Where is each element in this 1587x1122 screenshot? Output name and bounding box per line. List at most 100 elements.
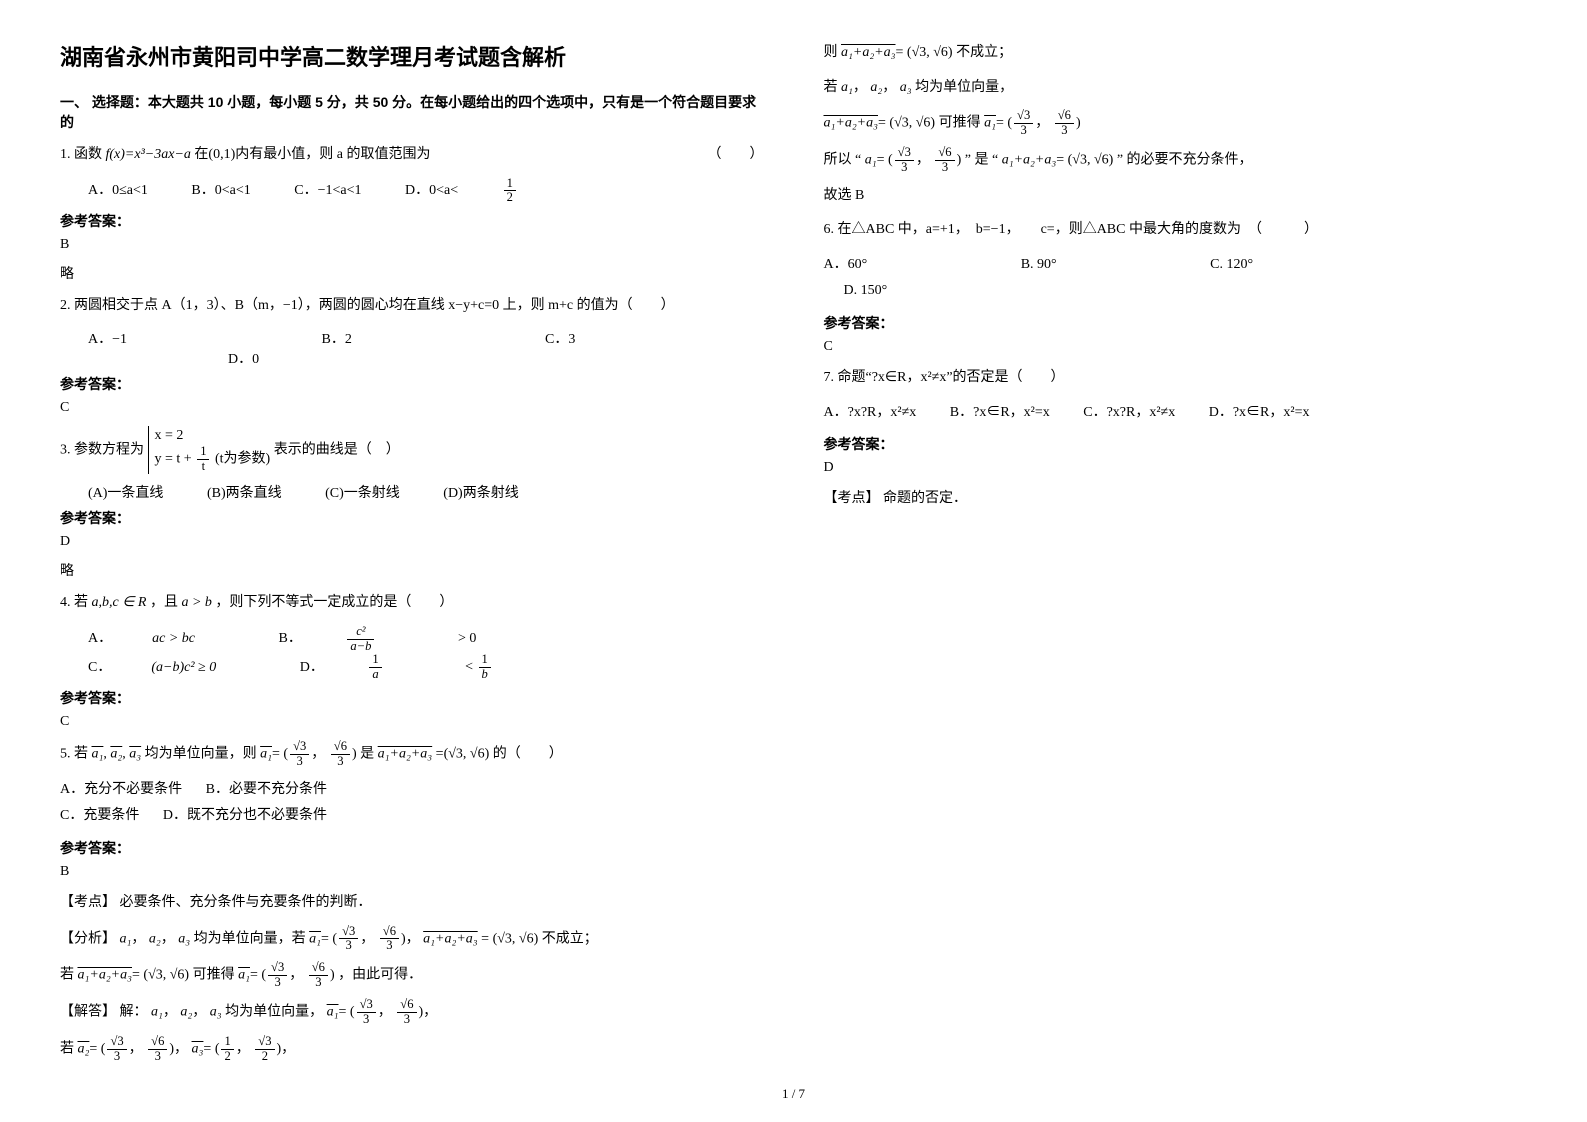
q5-stem-mid: 均为单位向量，则 <box>145 747 257 762</box>
jd-sum: a₁+a₂+a₃ <box>841 45 896 60</box>
q7-optC: C．?x?R，x²≠x <box>1083 405 1175 420</box>
q3-optC: (C)一条射线 <box>325 482 400 502</box>
fx-a2: a₂ <box>149 931 161 946</box>
fraction-icon: √33 <box>1014 109 1033 138</box>
q1-optD: D．0<a< 12 <box>405 177 596 206</box>
jd9: 所以 “ <box>824 152 862 167</box>
q1-answer: B <box>60 237 764 253</box>
fraction-icon: c²a−b <box>347 625 414 654</box>
q3-optB: (B)两条直线 <box>207 482 282 502</box>
jd3: 若 <box>60 1041 74 1056</box>
fraction-icon: √63 <box>331 740 350 769</box>
question-1: 1. 函数 f(x)=x³−3ax−a 在(0,1)内有最小值，则 a 的取值范… <box>60 142 764 169</box>
q1-optB: B．0<a<1 <box>191 179 250 199</box>
fx-label: 【分析】 <box>60 931 116 946</box>
q5-optA: A．充分不必要条件 <box>60 782 182 797</box>
q5-jieda-4: 若 a₁， a₂， a₃ 均为单位向量， <box>824 75 1528 102</box>
fraction-icon: 12 <box>504 177 556 206</box>
fraction-icon: 1b <box>479 653 531 682</box>
vector-sum: a₁+a₂+a₃ <box>378 747 433 762</box>
jd5-a1: a₁ <box>984 116 996 131</box>
q1-optC: C．−1<a<1 <box>294 179 361 199</box>
q3-case2-pre: y = t + <box>155 452 196 467</box>
q5-stem-pre: 5. 若 <box>60 747 88 762</box>
fraction-icon: √33 <box>290 740 309 769</box>
jd-veca3: a₃ <box>192 1041 204 1056</box>
jd4: 则 <box>824 45 838 60</box>
q5-answer-label: 参考答案： <box>60 838 764 858</box>
jd6: 若 <box>824 80 838 95</box>
jd-a2: a₂ <box>180 1005 192 1020</box>
jd9-a1: a₁ <box>865 152 877 167</box>
question-4: 4. 若 a,b,c ∈ R ，且 a > b ，则下列不等式一定成立的是（ ） <box>60 590 764 617</box>
q3-stem-post: 表示的曲线是（ ） <box>274 442 400 457</box>
q5-optD: D．既不充分也不必要条件 <box>163 808 327 823</box>
jd-pair: (√3, √6) <box>907 45 953 60</box>
q1-optA: A．0≤a<1 <box>88 179 148 199</box>
q4-optC: C．(a−b)c² ≥ 0 <box>88 656 256 676</box>
fraction-icon: 1t <box>197 445 209 474</box>
q4-stem2: ，且 <box>150 595 178 610</box>
jd5-pair: (√3, √6) <box>889 116 935 131</box>
q1-func: f(x)=x³−3ax−a <box>106 147 191 162</box>
fraction-icon: √63 <box>935 146 954 175</box>
q5-answer: B <box>60 864 764 880</box>
vec-sum2: a₁+a₂+a₃ <box>78 968 133 983</box>
q5-stem-is: 是 <box>360 747 374 762</box>
fraction-icon: √33 <box>107 1035 126 1064</box>
q1-paren: （ ） <box>708 142 764 169</box>
q4-answer-label: 参考答案： <box>60 688 764 708</box>
q1-stem2: 在(0,1)内有最小值，则 a 的取值范围为 <box>194 147 430 162</box>
q7-kp-label: 【考点】 <box>824 491 880 506</box>
q3-note: 略 <box>60 560 764 580</box>
q4-cond1: a,b,c ∈ R <box>92 595 147 610</box>
q4-stem3: ，则下列不等式一定成立的是（ ） <box>215 595 453 610</box>
fraction-icon: √63 <box>397 998 416 1027</box>
q7-kaodian: 【考点】 命题的否定． <box>824 486 1528 513</box>
q5-jieda-5: a₁+a₂+a₃= (√3, √6) 可推得 a₁= (√33， √63) <box>824 109 1528 138</box>
q6-optB: B. 90° <box>1021 257 1057 272</box>
q5-jieda-3: 则 a₁+a₂+a₃= (√3, √6) 不成立； <box>824 40 1528 67</box>
q5-fenxi: 【分析】 a₁， a₂， a₃ 均为单位向量，若 a₁= (√33， √63)，… <box>60 925 764 954</box>
jd10-sum: a₁+a₂+a₃ <box>1002 152 1057 167</box>
jd-a3: a₃ <box>210 1005 222 1020</box>
jd2: 均为单位向量， <box>225 1005 323 1020</box>
q3-optA: (A)一条直线 <box>88 482 163 502</box>
q3-stem-pre: 3. 参数方程为 <box>60 442 144 457</box>
q5-optC: C．充要条件 <box>60 808 139 823</box>
jd6-a1: a₁ <box>841 80 853 95</box>
page-title: 湖南省永州市黄阳司中学高二数学理月考试题含解析 <box>60 40 764 72</box>
fx1: 均为单位向量，若 <box>194 931 306 946</box>
q2-optC: C．3 <box>545 328 575 348</box>
kp-label: 【考点】 <box>60 895 116 910</box>
fx5: ，由此可得． <box>338 968 422 983</box>
fraction-icon: √33 <box>895 146 914 175</box>
q3-case1: x = 2 <box>155 426 271 446</box>
q5-stem-post: 的（ ） <box>493 747 563 762</box>
question-2: 2. 两圆相交于点 A（1，3）、B（m，−1），两圆的圆心均在直线 x−y+c… <box>60 293 764 320</box>
fraction-icon: √32 <box>255 1035 274 1064</box>
q1-stem: 1. 函数 <box>60 147 102 162</box>
fx-a1: a₁ <box>120 931 132 946</box>
jd8: 可推得 <box>939 116 981 131</box>
vector-a1: a₁ <box>92 747 104 762</box>
fraction-icon: √33 <box>339 925 358 954</box>
q4-optB: B． c²a−b > 0 <box>279 625 517 654</box>
fx3: 若 <box>60 968 74 983</box>
q3-answer-label: 参考答案： <box>60 508 764 528</box>
vector-a2: a₂ <box>110 747 122 762</box>
pair36: (√3, √6) <box>444 747 490 762</box>
question-5: 5. 若 a₁, a₂, a₃ 均为单位向量，则 a₁= (√33， √63) … <box>60 740 764 769</box>
fraction-icon: √63 <box>148 1035 167 1064</box>
q7-options: A．?x?R，x²≠x B．?x∈R，x²=x C．?x?R，x²≠x D．?x… <box>824 400 1528 427</box>
q6-optD: D. 150° <box>844 283 888 298</box>
q2-optA: A．−1 <box>88 328 168 348</box>
q7-answer-label: 参考答案： <box>824 434 1528 454</box>
q5-options: A．充分不必要条件 B．必要不充分条件 C．充要条件 D．既不充分也不必要条件 <box>60 777 764 830</box>
vector-a1b: a₁ <box>260 747 272 762</box>
q2-answer-label: 参考答案： <box>60 374 764 394</box>
jd5-sum: a₁+a₂+a₃ <box>824 116 879 131</box>
jd6-a2: a₂ <box>870 80 882 95</box>
page-number: 1 / 7 <box>782 1086 805 1102</box>
q6-answer-label: 参考答案： <box>824 313 1528 333</box>
